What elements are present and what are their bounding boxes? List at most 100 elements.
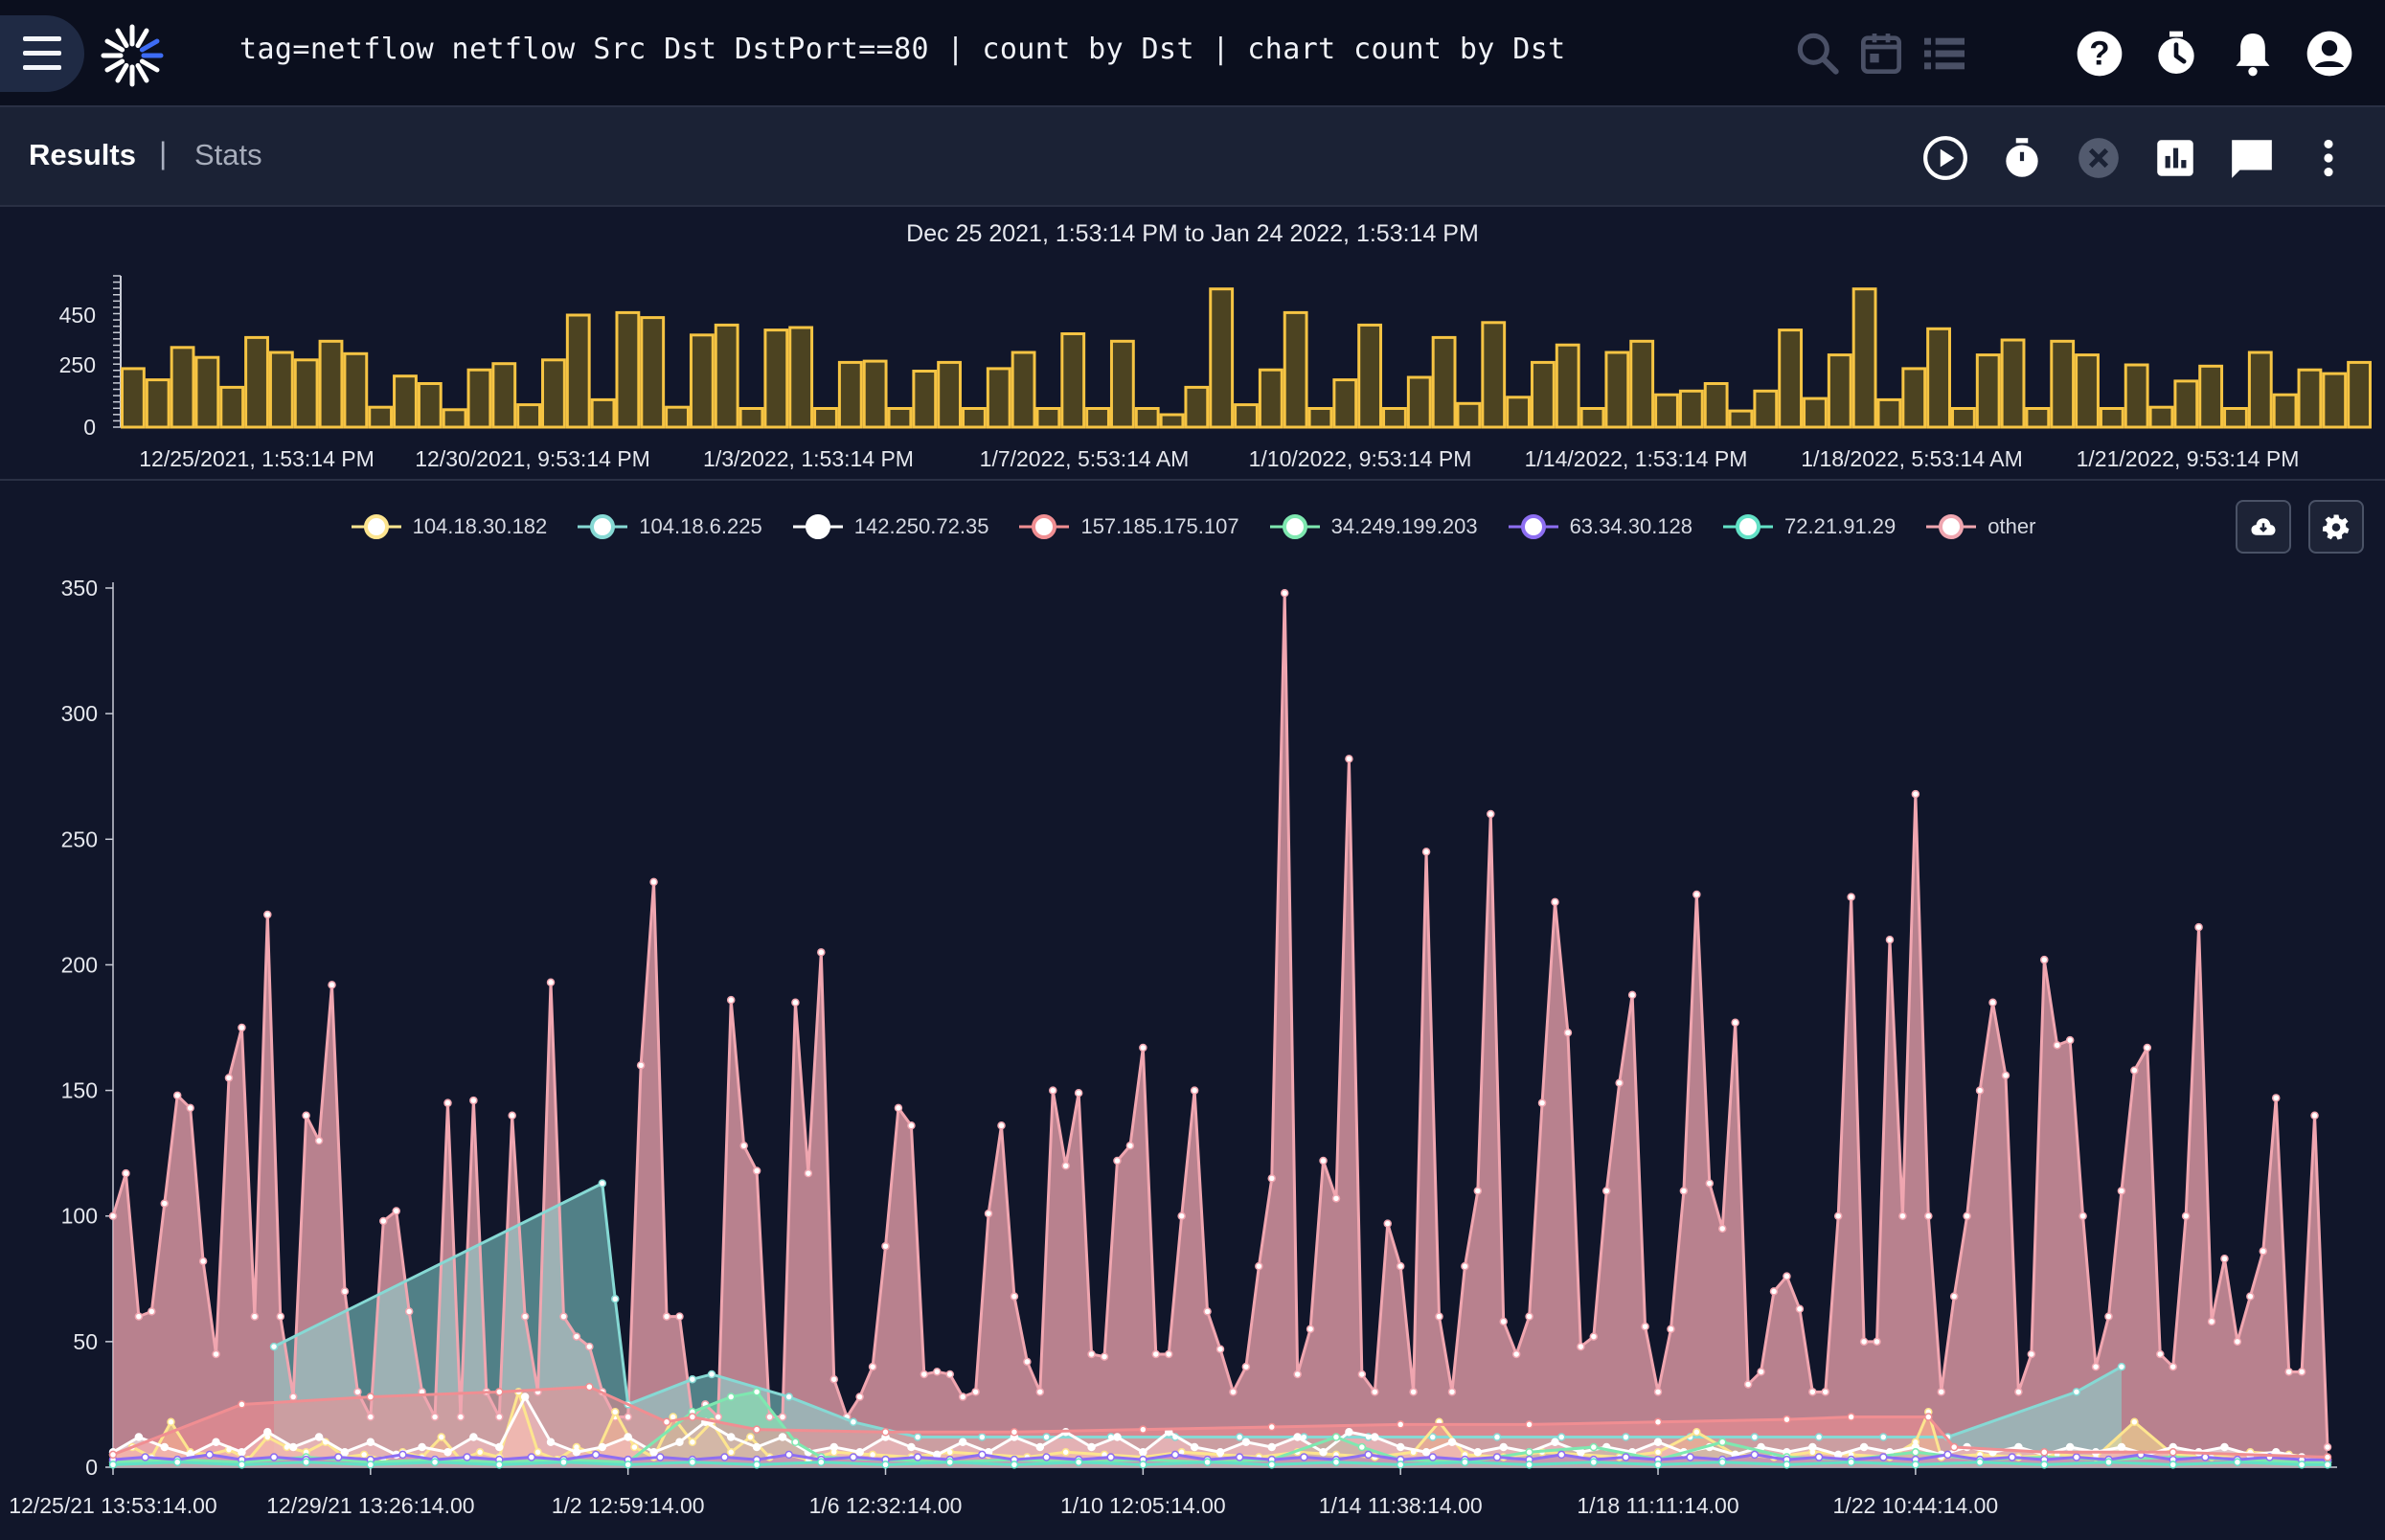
data-point xyxy=(1885,935,1895,944)
legend-item[interactable]: 72.21.91.29 xyxy=(1721,512,1896,541)
overview-bar xyxy=(962,407,987,429)
data-point xyxy=(1235,1433,1244,1441)
data-point xyxy=(1010,1461,1019,1469)
cancel-icon[interactable] xyxy=(2075,134,2123,182)
data-point xyxy=(1345,755,1353,763)
legend-item[interactable]: 157.185.175.107 xyxy=(1017,512,1239,541)
data-point xyxy=(868,1362,877,1371)
overview-bar xyxy=(2173,379,2199,429)
list-icon[interactable] xyxy=(1918,27,1971,80)
data-point xyxy=(1164,1349,1173,1359)
gravwell-logo[interactable] xyxy=(96,19,169,92)
data-point xyxy=(739,1142,748,1150)
data-point xyxy=(1808,1388,1817,1396)
overview-bar xyxy=(1579,407,1605,429)
data-point xyxy=(1641,1322,1649,1331)
overview-x-tick-label: 12/25/2021, 1:53:14 PM xyxy=(139,446,375,471)
overview-bar xyxy=(1456,401,1482,429)
overview-bar xyxy=(2075,353,2100,429)
data-point xyxy=(913,1433,922,1441)
legend-item[interactable]: 34.249.199.203 xyxy=(1268,512,1478,541)
data-point xyxy=(1035,1442,1045,1452)
data-point xyxy=(1556,1450,1566,1460)
overview-x-tick-label: 1/7/2022, 5:53:14 AM xyxy=(980,446,1190,471)
data-point xyxy=(2246,1292,2255,1301)
more-vert-icon[interactable] xyxy=(2305,134,2352,182)
legend-item[interactable]: 104.18.6.225 xyxy=(576,512,762,541)
data-point xyxy=(1847,1458,1855,1467)
overview-bar xyxy=(1134,407,1160,429)
overview-bar xyxy=(417,382,443,429)
overview-bar xyxy=(121,367,146,429)
overview-bar xyxy=(1728,409,1754,429)
overview-bar xyxy=(1555,343,1580,429)
play-icon[interactable] xyxy=(1921,134,1969,182)
search-icon[interactable] xyxy=(1791,27,1845,80)
legend-item[interactable]: other xyxy=(1924,512,2035,541)
overview-bar xyxy=(788,326,814,429)
data-point xyxy=(302,1111,310,1121)
data-point xyxy=(1087,1349,1096,1359)
overview-bar xyxy=(1703,382,1729,429)
gear-icon xyxy=(2322,514,2350,540)
stopwatch-icon[interactable] xyxy=(1998,134,2046,182)
help-icon[interactable]: ? xyxy=(2073,27,2126,80)
data-point xyxy=(1537,1098,1547,1107)
legend-item[interactable]: 142.250.72.35 xyxy=(791,512,988,541)
data-point xyxy=(1280,588,1289,598)
legend-item[interactable]: 63.34.30.128 xyxy=(1507,512,1692,541)
overview-bar xyxy=(2025,407,2051,429)
logo-spoke xyxy=(139,38,160,53)
data-point xyxy=(1215,1345,1225,1353)
data-point xyxy=(1151,1349,1161,1359)
data-point xyxy=(1235,1453,1244,1461)
data-point xyxy=(2001,1071,2010,1080)
data-point xyxy=(1293,1433,1302,1441)
legend-label: 72.21.91.29 xyxy=(1784,514,1897,538)
data-point xyxy=(1492,1433,1502,1441)
legend-item[interactable]: 104.18.30.182 xyxy=(350,512,547,541)
tab-stats[interactable]: Stats xyxy=(194,138,262,171)
bell-icon[interactable] xyxy=(2226,27,2280,80)
data-point xyxy=(2065,1442,2075,1452)
data-point xyxy=(546,1438,556,1447)
data-point xyxy=(520,1312,530,1321)
data-point xyxy=(1049,1086,1057,1095)
data-point xyxy=(1705,1179,1715,1188)
data-point xyxy=(269,1453,279,1461)
data-point xyxy=(572,1448,581,1457)
data-point xyxy=(688,1438,697,1447)
data-point xyxy=(997,1121,1006,1130)
calendar-icon[interactable] xyxy=(1854,27,1908,80)
data-point xyxy=(855,1448,864,1457)
overview-bar xyxy=(837,360,863,429)
data-point xyxy=(520,1393,530,1401)
menu-button[interactable] xyxy=(0,15,84,92)
search-query[interactable]: tag=netflow netflow Src Dst DstPort==80 … xyxy=(239,33,1566,66)
data-point xyxy=(1435,1312,1443,1321)
account-icon[interactable] xyxy=(2303,27,2356,80)
data-point xyxy=(1717,1438,1727,1447)
main-area-chart[interactable]: 0 50 100 150 200 250 300 350 12/25/21 13:53:14.0… xyxy=(0,565,2385,1532)
overview-bar xyxy=(1481,321,1507,429)
data-point xyxy=(1692,890,1701,899)
data-point xyxy=(1396,1261,1405,1271)
data-point xyxy=(1589,1458,1599,1467)
data-point xyxy=(1833,1212,1843,1220)
data-point xyxy=(1106,1453,1115,1461)
tab-results[interactable]: Results xyxy=(29,138,136,171)
data-point xyxy=(366,1413,375,1421)
data-point xyxy=(881,1241,890,1251)
overview-bar-chart[interactable]: 0 250 450 12/25/2021, 1:53:14 PM 12/30/2021,… xyxy=(0,259,2385,477)
overview-bar xyxy=(2099,407,2124,429)
download-button[interactable] xyxy=(2236,500,2291,554)
data-point xyxy=(624,1413,632,1421)
chart-icon[interactable] xyxy=(2151,134,2199,182)
settings-button[interactable] xyxy=(2308,500,2364,554)
data-point xyxy=(2323,1453,2332,1461)
comment-icon[interactable] xyxy=(2228,134,2276,182)
data-point xyxy=(945,1370,954,1379)
data-point xyxy=(1653,1448,1663,1457)
timer-icon[interactable] xyxy=(2149,27,2203,80)
data-point xyxy=(2117,1187,2126,1195)
